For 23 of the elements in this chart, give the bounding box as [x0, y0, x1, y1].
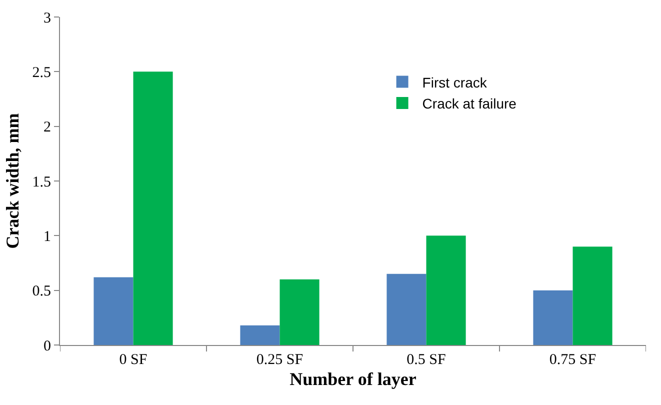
- bar: [240, 325, 280, 345]
- bar: [94, 277, 134, 345]
- bar: [572, 246, 612, 345]
- y-tick-label: 2: [44, 120, 51, 136]
- x-tick-label: 0 SF: [119, 352, 148, 368]
- y-tick-label: 3: [44, 10, 51, 26]
- y-tick-label: 1: [44, 228, 51, 245]
- legend-label: Crack at failure: [422, 95, 517, 112]
- bar: [426, 236, 466, 345]
- x-tick-label: 0.75 SF: [549, 352, 596, 368]
- legend-label: First crack: [422, 74, 488, 90]
- bar: [133, 72, 173, 345]
- bar: [533, 290, 573, 345]
- y-tick-label: 0: [44, 338, 51, 354]
- y-tick-label: 1.5: [32, 174, 51, 190]
- y-tick-label: 0.5: [32, 284, 51, 300]
- bar: [386, 274, 426, 345]
- x-tick-label: 0.25 SF: [256, 352, 304, 368]
- x-axis-title: Number of layer: [290, 369, 416, 390]
- y-tick-label: 2.5: [32, 64, 51, 81]
- y-axis-title: Crack width, mm: [2, 113, 22, 249]
- x-tick-label: 0.5 SF: [406, 352, 446, 368]
- bar: [280, 279, 320, 345]
